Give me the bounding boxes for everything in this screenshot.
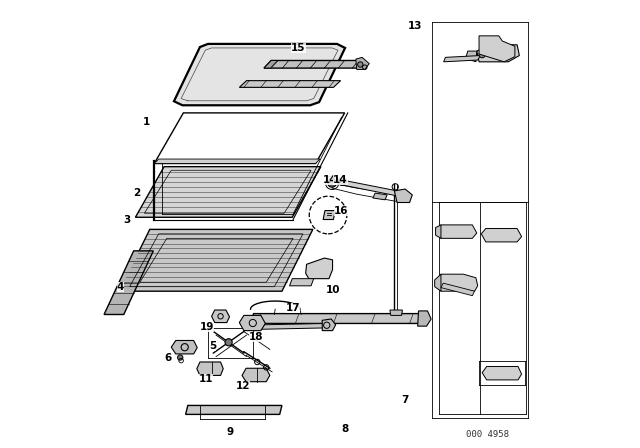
Text: 8: 8 <box>341 424 348 434</box>
Polygon shape <box>239 81 340 87</box>
Polygon shape <box>249 314 423 323</box>
Circle shape <box>225 339 232 346</box>
Polygon shape <box>482 366 522 380</box>
Polygon shape <box>172 340 197 354</box>
Polygon shape <box>174 44 345 105</box>
Text: 3: 3 <box>123 215 130 225</box>
Text: 9: 9 <box>227 427 234 437</box>
Polygon shape <box>323 319 336 331</box>
Polygon shape <box>323 211 335 220</box>
Polygon shape <box>212 310 230 323</box>
Text: 19: 19 <box>200 322 214 332</box>
Polygon shape <box>436 225 477 238</box>
Polygon shape <box>261 323 327 329</box>
Polygon shape <box>479 36 515 62</box>
Circle shape <box>177 355 183 360</box>
Text: 17: 17 <box>286 303 300 313</box>
Text: 5: 5 <box>209 341 216 351</box>
Polygon shape <box>435 274 441 291</box>
Polygon shape <box>264 60 278 68</box>
Polygon shape <box>418 311 431 326</box>
Text: 11: 11 <box>198 374 213 383</box>
Circle shape <box>328 178 337 187</box>
Circle shape <box>358 62 363 67</box>
Text: 12: 12 <box>236 381 250 391</box>
Polygon shape <box>394 189 412 202</box>
Polygon shape <box>136 167 321 217</box>
Polygon shape <box>477 45 520 62</box>
Text: 13: 13 <box>408 21 422 31</box>
Polygon shape <box>104 251 154 314</box>
Text: 18: 18 <box>249 332 264 342</box>
Polygon shape <box>239 315 266 331</box>
Polygon shape <box>373 193 387 200</box>
Polygon shape <box>289 279 314 286</box>
Polygon shape <box>466 51 477 62</box>
Polygon shape <box>197 362 223 375</box>
Polygon shape <box>119 229 313 291</box>
Circle shape <box>309 196 347 234</box>
Text: 000 4958: 000 4958 <box>467 430 509 439</box>
Text: 1: 1 <box>143 117 150 127</box>
Polygon shape <box>306 258 333 279</box>
Polygon shape <box>481 228 522 242</box>
Polygon shape <box>356 57 369 69</box>
Text: 4: 4 <box>117 282 124 292</box>
Text: 14: 14 <box>333 175 348 185</box>
Text: 15: 15 <box>291 43 306 53</box>
Text: 14: 14 <box>323 175 337 185</box>
Polygon shape <box>441 283 475 296</box>
Text: 7: 7 <box>401 395 409 405</box>
Circle shape <box>479 52 485 58</box>
Polygon shape <box>264 60 364 68</box>
Polygon shape <box>444 56 481 62</box>
Text: 16: 16 <box>334 207 349 216</box>
Polygon shape <box>242 368 270 382</box>
Polygon shape <box>436 225 441 238</box>
Text: 2: 2 <box>132 188 140 198</box>
Polygon shape <box>390 310 403 315</box>
Polygon shape <box>154 159 320 164</box>
Polygon shape <box>186 405 282 414</box>
Text: 10: 10 <box>326 285 340 295</box>
Text: 6: 6 <box>164 353 172 363</box>
Polygon shape <box>437 274 477 291</box>
Polygon shape <box>336 179 401 196</box>
Circle shape <box>339 177 346 185</box>
